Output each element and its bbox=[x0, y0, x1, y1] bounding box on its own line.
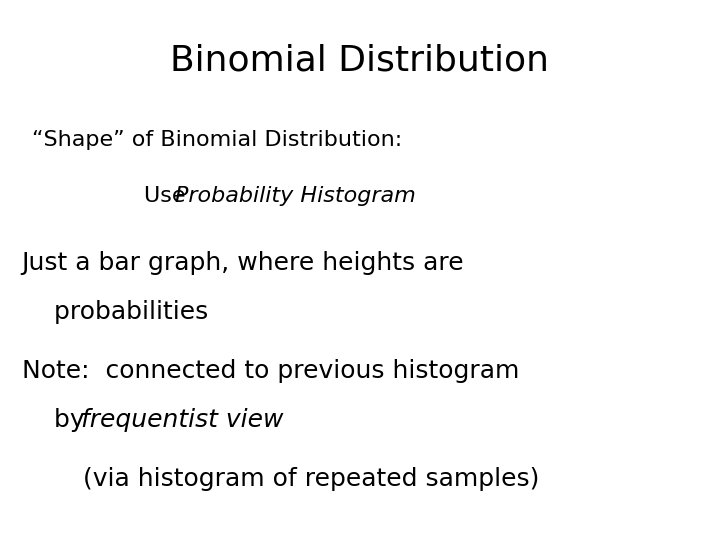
Text: probabilities: probabilities bbox=[22, 300, 208, 323]
Text: “Shape” of Binomial Distribution:: “Shape” of Binomial Distribution: bbox=[32, 130, 402, 150]
Text: Probability Histogram: Probability Histogram bbox=[175, 186, 415, 206]
Text: Note:  connected to previous histogram: Note: connected to previous histogram bbox=[22, 359, 519, 383]
Text: frequentist view: frequentist view bbox=[81, 408, 284, 431]
Text: Use: Use bbox=[144, 186, 193, 206]
Text: (via histogram of repeated samples): (via histogram of repeated samples) bbox=[83, 467, 539, 491]
Text: by: by bbox=[22, 408, 92, 431]
Text: Binomial Distribution: Binomial Distribution bbox=[171, 43, 549, 77]
Text: Just a bar graph, where heights are: Just a bar graph, where heights are bbox=[22, 251, 464, 275]
